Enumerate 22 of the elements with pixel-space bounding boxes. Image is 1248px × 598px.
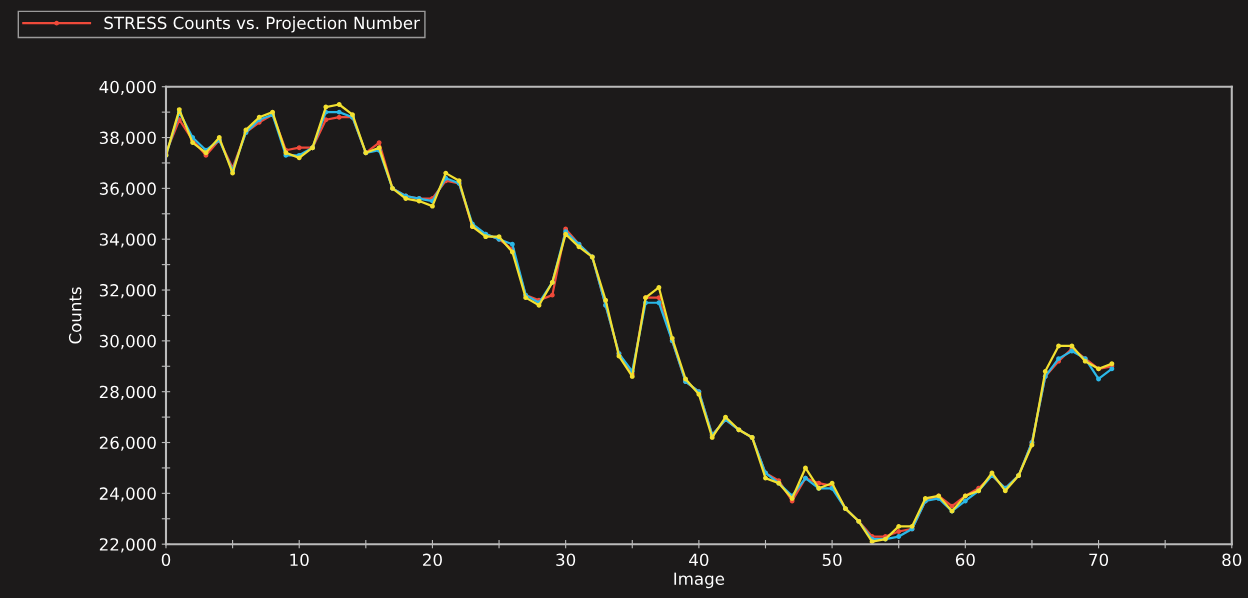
- y-tick-label: 24,000: [99, 487, 156, 502]
- x-tick-label: 80: [1222, 553, 1242, 567]
- y-tick-label: 30,000: [99, 334, 156, 350]
- y-tick-label: 28,000: [99, 385, 156, 400]
- y-tick-label: 38,000: [99, 131, 156, 146]
- y-tick-label: 36,000: [99, 182, 156, 197]
- y-tick-label: 26,000: [99, 436, 156, 451]
- y-tick-label: 32,000: [99, 283, 156, 299]
- x-tick-label: 40: [689, 553, 709, 567]
- y-axis-title: Counts: [68, 287, 82, 344]
- x-tick-label: 50: [822, 553, 842, 567]
- x-tick-label: 60: [955, 553, 975, 567]
- x-tick-label: 10: [290, 553, 309, 567]
- x-tick-label: 0: [161, 553, 171, 567]
- x-tick-label: 70: [1089, 553, 1109, 567]
- x-axis-title: Image: [674, 572, 725, 589]
- y-tick-label: 40,000: [99, 80, 156, 95]
- x-tick-label: 30: [556, 553, 576, 567]
- legend-label: STRESS Counts vs. Projection Number: [104, 16, 420, 33]
- x-tick-label: 20: [423, 553, 442, 567]
- y-tick-label: 22,000: [99, 538, 156, 553]
- y-tick-label: 34,000: [99, 233, 156, 248]
